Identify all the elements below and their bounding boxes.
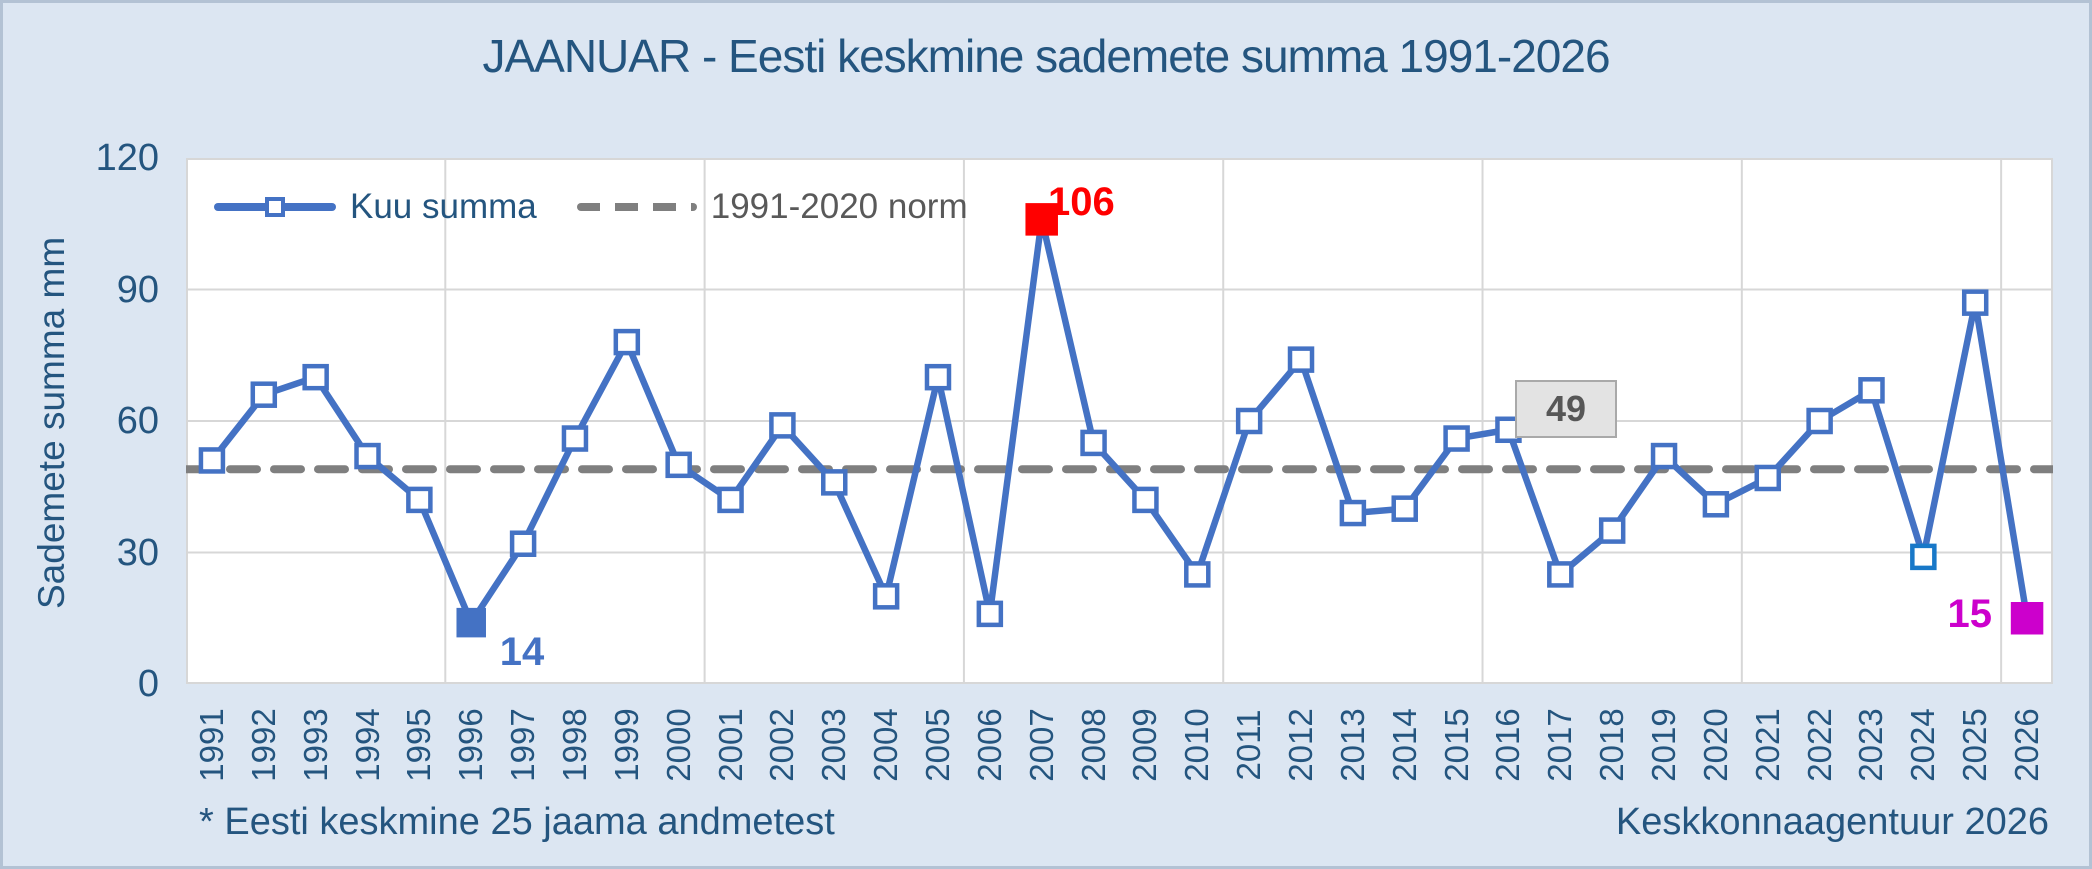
x-tick-label-2016: 2016 xyxy=(1489,708,1527,782)
data-point-2020 xyxy=(1702,491,1730,518)
data-point-2021 xyxy=(1754,464,1782,492)
x-tick-label-2011: 2011 xyxy=(1230,709,1268,781)
chart-title: JAANUAR - Eesti keskmine sademete summa … xyxy=(482,30,1610,82)
data-point-2015 xyxy=(1443,425,1470,452)
data-point-2004 xyxy=(872,583,900,610)
x-tick-label-2006: 2006 xyxy=(970,708,1008,782)
data-point-2025 xyxy=(1961,289,1989,316)
x-tick-label-2005: 2005 xyxy=(918,708,956,782)
data-point-1996 xyxy=(456,607,486,638)
x-tick-label-1992: 1992 xyxy=(244,708,282,782)
x-tick-label-2020: 2020 xyxy=(1696,708,1734,782)
data-point-1991 xyxy=(198,447,226,474)
data-point-2006 xyxy=(976,600,1004,628)
x-tick-label-2024: 2024 xyxy=(1904,708,1942,782)
y-tick-label-60: 60 xyxy=(116,400,159,442)
data-point-2014 xyxy=(1391,495,1418,522)
x-tick-label-2001: 2001 xyxy=(711,708,749,782)
data-point-1998 xyxy=(561,425,589,452)
data-point-2005 xyxy=(924,363,952,391)
x-tick-label-2008: 2008 xyxy=(1074,708,1112,782)
x-tick-label-2019: 2019 xyxy=(1645,708,1683,782)
x-tick-label-2014: 2014 xyxy=(1385,708,1423,782)
x-tick-label-2022: 2022 xyxy=(1800,708,1838,782)
data-point-2012 xyxy=(1287,346,1315,373)
footnote-agency: Keskkonnaagentuur 2026 xyxy=(1615,801,2049,843)
data-point-2022 xyxy=(1806,407,1833,435)
plot-area: Kuu summa 1991-2020 norm 106 14 15 49 xyxy=(182,158,2057,684)
x-tick-label-1997: 1997 xyxy=(504,708,542,782)
x-tick-label-1994: 1994 xyxy=(348,708,386,782)
data-point-1997 xyxy=(509,530,537,557)
y-tick-label-90: 90 xyxy=(116,268,159,311)
data-point-2018 xyxy=(1598,517,1626,544)
norm-value-box: 49 xyxy=(1515,380,1617,438)
data-point-2009 xyxy=(1132,486,1159,514)
x-tick-label-2012: 2012 xyxy=(1282,708,1319,782)
x-tick-label-1999: 1999 xyxy=(607,708,645,782)
x-tick-label-2007: 2007 xyxy=(1022,708,1060,782)
x-tick-label-2000: 2000 xyxy=(659,708,697,782)
x-tick-label-1991: 1991 xyxy=(192,708,230,782)
x-tick-label-1993: 1993 xyxy=(296,708,334,782)
legend-norm-dash-icon xyxy=(576,203,697,211)
x-tick-label-2009: 2009 xyxy=(1126,708,1164,782)
legend-series-line-icon xyxy=(214,197,336,217)
data-point-2019 xyxy=(1650,442,1678,470)
x-tick-label-2013: 2013 xyxy=(1333,708,1371,782)
x-tick-label-1998: 1998 xyxy=(555,708,593,782)
annotation-2026-latest: 15 xyxy=(1947,592,1993,636)
data-point-2024 xyxy=(1910,543,1937,571)
y-tick-label-30: 30 xyxy=(116,531,159,574)
data-point-2007 xyxy=(1025,203,1058,236)
data-point-2013 xyxy=(1339,499,1367,527)
legend-series-label: Kuu summa xyxy=(350,187,537,226)
x-tick-label-2023: 2023 xyxy=(1852,708,1890,782)
data-point-2010 xyxy=(1184,561,1211,588)
data-point-1995 xyxy=(406,486,433,514)
data-point-2023 xyxy=(1858,377,1885,404)
data-point-2002 xyxy=(769,412,796,439)
x-tick-label-2003: 2003 xyxy=(815,708,853,782)
x-tick-label-2025: 2025 xyxy=(1956,708,1994,782)
x-tick-label-2010: 2010 xyxy=(1178,708,1216,782)
x-tick-label-1996: 1996 xyxy=(452,708,490,782)
footnote-source: * Eesti keskmine 25 jaama andmetest xyxy=(199,801,835,843)
data-point-2017 xyxy=(1547,561,1574,588)
x-tick-label-1995: 1995 xyxy=(400,708,438,782)
x-tick-label-2017: 2017 xyxy=(1541,708,1579,782)
precipitation-line-chart xyxy=(182,158,2057,684)
legend-norm-label: 1991-2020 norm xyxy=(710,187,968,226)
legend: Kuu summa 1991-2020 norm xyxy=(214,182,968,232)
x-tick-label-2002: 2002 xyxy=(763,708,801,782)
annotation-2007-max: 106 xyxy=(1048,180,1115,224)
x-tick-label-2004: 2004 xyxy=(867,708,905,782)
legend-series-marker-icon xyxy=(265,197,285,217)
plot-border xyxy=(186,158,2053,684)
x-tick-label-2015: 2015 xyxy=(1437,708,1475,782)
y-tick-label-120: 120 xyxy=(95,137,159,179)
data-point-1999 xyxy=(613,328,641,356)
y-tick-label-0: 0 xyxy=(137,663,159,705)
x-tick-label-2018: 2018 xyxy=(1593,708,1631,782)
data-point-2011 xyxy=(1235,407,1263,435)
data-point-2008 xyxy=(1080,429,1107,457)
data-point-1994 xyxy=(354,442,381,470)
data-point-1992 xyxy=(250,381,278,408)
x-tick-label-2026: 2026 xyxy=(2008,708,2046,782)
data-point-2003 xyxy=(821,469,848,496)
annotation-1996-min: 14 xyxy=(499,630,545,674)
data-point-1993 xyxy=(302,363,329,391)
data-point-2000 xyxy=(665,451,692,479)
data-point-2026 xyxy=(2010,602,2044,635)
data-point-2001 xyxy=(717,486,744,514)
x-tick-label-2021: 2021 xyxy=(1748,708,1786,782)
